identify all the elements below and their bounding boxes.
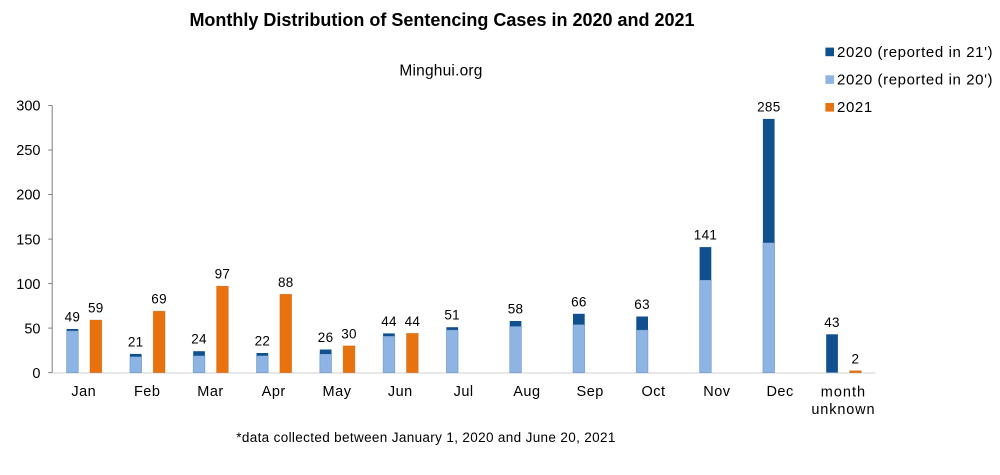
svg-text:2020 (reported in 21'): 2020 (reported in 21') — [837, 44, 993, 61]
svg-text:285: 285 — [757, 99, 780, 114]
svg-text:51: 51 — [444, 308, 460, 323]
svg-text:Apr: Apr — [262, 384, 286, 400]
svg-text:44: 44 — [381, 314, 397, 329]
svg-text:97: 97 — [215, 267, 231, 282]
svg-text:200: 200 — [16, 188, 40, 204]
svg-text:49: 49 — [65, 310, 81, 325]
svg-text:Dec: Dec — [766, 384, 793, 400]
svg-text:Nov: Nov — [703, 384, 731, 400]
svg-text:300: 300 — [16, 99, 40, 115]
svg-text:unknown: unknown — [811, 402, 875, 418]
svg-text:141: 141 — [694, 228, 717, 243]
svg-text:88: 88 — [278, 275, 294, 290]
svg-text:58: 58 — [508, 302, 524, 317]
svg-text:100: 100 — [16, 277, 40, 293]
svg-text:21: 21 — [128, 334, 144, 349]
svg-text:Mar: Mar — [197, 384, 223, 400]
svg-text:50: 50 — [24, 321, 40, 337]
svg-text:69: 69 — [151, 292, 167, 307]
svg-text:Feb: Feb — [134, 384, 161, 400]
svg-text:Monthly Distribution of Senten: Monthly Distribution of Sentencing Cases… — [189, 10, 694, 30]
svg-text:44: 44 — [405, 314, 421, 329]
svg-text:Jun: Jun — [388, 384, 413, 400]
svg-text:Oct: Oct — [641, 384, 665, 400]
svg-text:59: 59 — [88, 301, 104, 316]
svg-text:month: month — [821, 385, 866, 401]
svg-text:Jan: Jan — [71, 384, 96, 400]
svg-text:Aug: Aug — [513, 384, 540, 400]
svg-text:150: 150 — [16, 232, 40, 248]
svg-text:250: 250 — [16, 143, 40, 159]
svg-text:2: 2 — [851, 351, 859, 366]
svg-text:May: May — [323, 384, 352, 400]
svg-text:Sep: Sep — [577, 384, 604, 400]
svg-text:26: 26 — [318, 330, 334, 345]
svg-text:24: 24 — [191, 332, 207, 347]
svg-text:43: 43 — [824, 315, 840, 330]
svg-text:0: 0 — [32, 366, 40, 382]
svg-text:Jul: Jul — [454, 384, 474, 400]
svg-text:*data collected between Januar: *data collected between January 1, 2020 … — [236, 430, 615, 445]
svg-text:2021: 2021 — [837, 99, 873, 116]
svg-text:63: 63 — [634, 297, 650, 312]
svg-text:22: 22 — [255, 334, 271, 349]
svg-text:Minghui.org: Minghui.org — [399, 62, 482, 79]
svg-text:66: 66 — [571, 294, 587, 309]
svg-text:30: 30 — [341, 326, 357, 341]
svg-text:2020 (reported in 20'): 2020 (reported in 20') — [837, 72, 993, 89]
